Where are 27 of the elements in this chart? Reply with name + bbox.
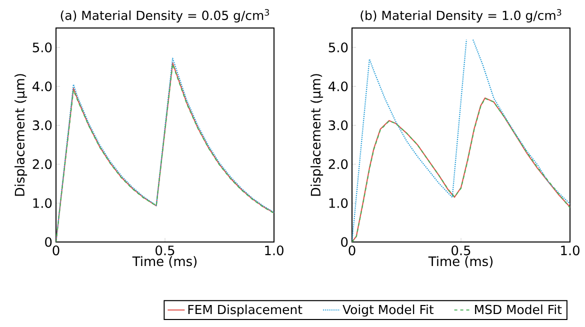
legend-label: FEM Displacement [188, 304, 302, 317]
x-tick-label: 0.5 [452, 246, 470, 256]
y-tick-label: 0 [341, 237, 348, 247]
y-tick-label: 5.0 [32, 42, 52, 52]
y-tick-label: 1.0 [329, 198, 348, 208]
legend-label: MSD Model Fit [475, 304, 562, 314]
y-tick-label: 2.0 [32, 159, 52, 170]
y-tick-label: 3.0 [32, 120, 52, 130]
y-tick-label: 4.0 [328, 81, 348, 92]
y-tick-label: 5.0 [328, 42, 348, 52]
y-tick-label: 0 [45, 237, 52, 247]
chart-title: (a) Material Density = 0.05 g/cm$^{3}$ [60, 9, 269, 23]
y-tick-label: 3.0 [328, 120, 348, 130]
y-axis-title: Displacement (µm) [14, 74, 28, 196]
x-tick-label: 0.5 [156, 246, 174, 256]
chart-title: (b) Material Density = 1.0 g/cm$^{3}$ [360, 9, 562, 23]
y-axis-title: Displacement (µm) [310, 74, 324, 196]
y-tick-label: 2.0 [328, 159, 348, 170]
x-axis-title: Time (ms) [428, 256, 493, 268]
x-tick-label: 0 [348, 246, 356, 256]
x-tick-label: 1.0 [561, 246, 580, 256]
legend-label: Voigt Model Fit [342, 304, 434, 317]
y-tick-label: 1.0 [33, 198, 52, 208]
x-tick-label: 0 [52, 246, 60, 256]
x-axis-title: Time (ms) [132, 256, 197, 268]
x-tick-label: 1.0 [265, 246, 284, 256]
y-tick-label: 4.0 [32, 81, 52, 92]
